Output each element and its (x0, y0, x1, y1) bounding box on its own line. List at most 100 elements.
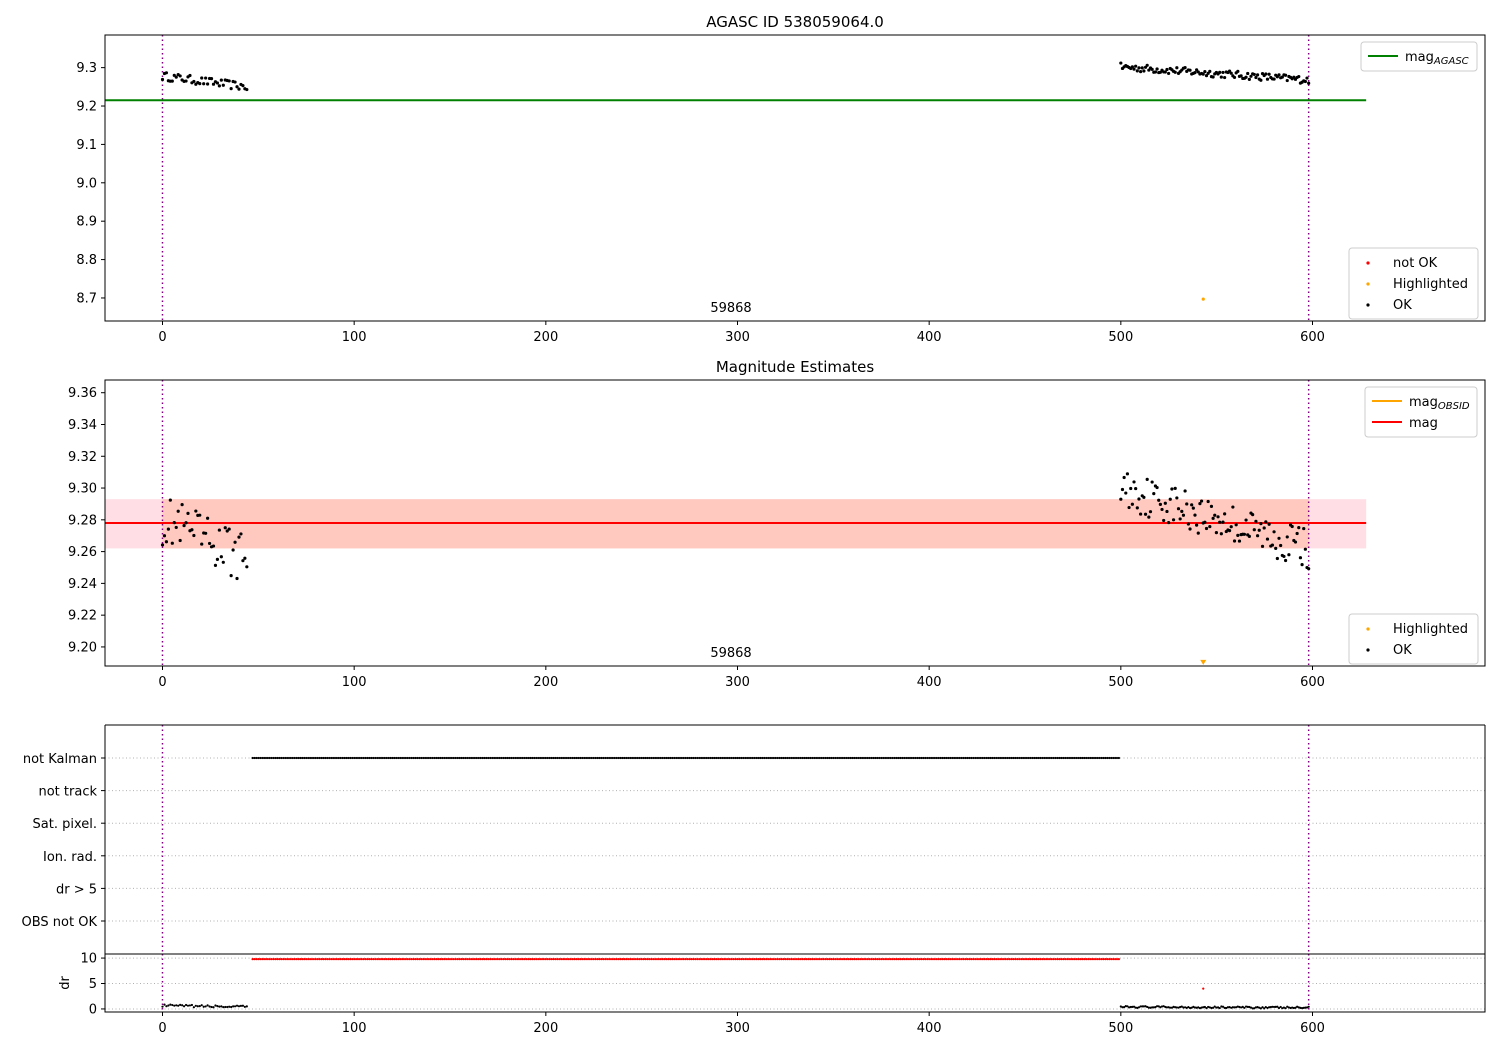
dr-point (210, 1005, 213, 1009)
dr-point (1170, 1006, 1174, 1009)
flag-point (646, 756, 649, 760)
flag-point (609, 756, 613, 760)
flag-point (542, 756, 546, 760)
flag-point (1008, 756, 1011, 760)
data-point (1303, 79, 1307, 84)
flag-row-label: not Kalman (23, 752, 97, 767)
dr-point (508, 957, 511, 961)
dr-point (515, 957, 519, 961)
flag-point (922, 756, 925, 760)
data-point (229, 574, 233, 578)
dr-point (584, 957, 588, 961)
dr-point (1228, 1005, 1231, 1009)
flag-point (330, 756, 333, 760)
flag-point (951, 756, 954, 760)
dr-point (523, 957, 526, 961)
dr-point (768, 957, 772, 961)
flag-point (1016, 756, 1019, 760)
flag-point (958, 756, 961, 760)
flag-point (1117, 756, 1121, 760)
flag-point (506, 756, 509, 760)
flag-point (972, 756, 975, 760)
data-point (1307, 81, 1311, 85)
dr-point (937, 957, 940, 961)
flag-point (592, 756, 595, 760)
dr-point (179, 1003, 182, 1006)
dr-point (859, 957, 862, 961)
dr-point (1294, 1006, 1297, 1009)
data-point (233, 540, 237, 544)
panel-magnitude-estimates: Magnitude Estimates 59868 0 100 200 300 400 5… (68, 358, 1486, 690)
dr-point (468, 957, 471, 961)
flag-point (483, 756, 486, 760)
data-point (1183, 66, 1187, 70)
flag-point (937, 756, 940, 760)
dr-point (1046, 957, 1050, 961)
dr-point (517, 957, 521, 961)
dr-point (379, 957, 383, 961)
dr-point (640, 957, 643, 961)
dr-point (715, 957, 718, 961)
legend-label: Highlighted (1393, 622, 1468, 637)
x-tick-label: 600 (1300, 1021, 1325, 1036)
dr-point (452, 957, 455, 961)
flag-point (1066, 756, 1069, 760)
flag-point (859, 756, 862, 760)
dr-point (1202, 987, 1205, 990)
dr-point (560, 957, 563, 961)
y-tick-label: 9.0 (76, 176, 97, 191)
data-point (1300, 563, 1304, 567)
dr-point (241, 1004, 245, 1007)
data-point (1227, 529, 1232, 533)
flag-point (918, 756, 921, 760)
flag-point (531, 756, 534, 760)
data-point (1290, 524, 1294, 529)
flag-point (839, 756, 843, 760)
dr-point (744, 957, 747, 961)
data-point (1221, 70, 1225, 75)
y-tick-label: 8.7 (76, 291, 97, 306)
dr-point (1132, 1005, 1136, 1008)
flag-point (598, 756, 601, 760)
flag-point (688, 756, 691, 760)
x-tick-label: 500 (1108, 675, 1133, 690)
flag-point (1058, 756, 1061, 760)
dr-point (1054, 957, 1057, 961)
flag-point (262, 756, 266, 760)
dr-point (636, 957, 639, 961)
dr-point (387, 957, 390, 961)
flag-point (517, 756, 521, 760)
dr-point (569, 957, 572, 961)
dr-point (780, 957, 783, 961)
dr-point (1014, 957, 1017, 961)
dr-point (171, 1003, 174, 1007)
flag-point (736, 756, 739, 760)
flag-point (692, 756, 695, 760)
flag-point (602, 756, 605, 760)
flag-point (535, 756, 538, 760)
dr-point (512, 957, 515, 961)
flag-point (636, 756, 639, 760)
dr-point (458, 957, 461, 961)
dr-point (682, 957, 685, 961)
dr-point (554, 957, 557, 961)
flag-point (305, 756, 308, 760)
flag-point (632, 756, 636, 760)
legend-dot-swatch (1366, 261, 1370, 265)
dr-point (1142, 1005, 1146, 1008)
y-tick-label: 0 (89, 1002, 97, 1017)
flag-point (492, 756, 496, 760)
dr-point (1302, 1006, 1305, 1010)
dr-point (235, 1004, 239, 1007)
dr-point (870, 957, 873, 961)
dr-point (807, 957, 810, 961)
flag-point (408, 756, 411, 760)
data-point (1157, 498, 1161, 502)
dr-point (717, 957, 720, 961)
dr-point (1243, 1006, 1246, 1009)
flag-point (665, 756, 668, 760)
flag-point (954, 756, 958, 760)
dr-point (740, 957, 743, 961)
flag-point (690, 756, 693, 760)
flag-point (742, 756, 745, 760)
